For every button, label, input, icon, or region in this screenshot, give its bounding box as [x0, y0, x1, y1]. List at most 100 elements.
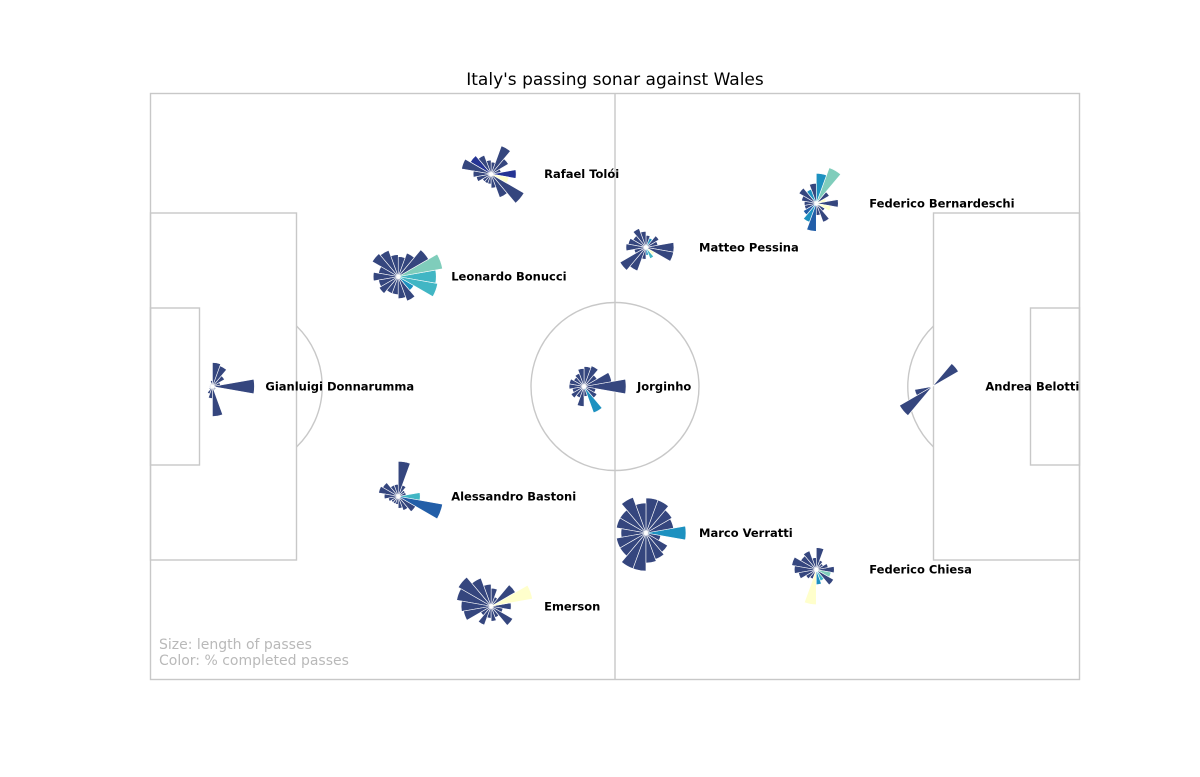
sonar-federico-bernardeschi: Federico Bernardeschi	[798, 167, 1015, 232]
player-sonars: Gianluigi Donnarumma Rafael Tolói Leonardo…	[206, 145, 1079, 626]
sonar-sector	[619, 247, 647, 271]
sonar-sector	[490, 173, 525, 204]
sonar-sector	[463, 605, 492, 621]
left-six-yard-box	[149, 307, 201, 466]
note-color: Color: % completed passes	[159, 653, 349, 669]
sonar-sector	[568, 383, 585, 390]
sonar-sector	[583, 372, 612, 387]
left-penalty-arc	[296, 325, 323, 448]
sonar-sector	[490, 605, 504, 613]
sonar-sector	[398, 249, 429, 277]
sonar-sector	[371, 253, 399, 277]
sonar-sector	[583, 366, 592, 387]
player-label: Matteo Pessina	[699, 240, 799, 254]
sonar-sector	[570, 386, 585, 399]
sonar-jorginho: Jorginho	[568, 365, 691, 414]
sonar-sector	[632, 228, 647, 248]
sonar-sector	[457, 576, 492, 607]
right-penalty-arc	[907, 325, 934, 448]
sonar-sector	[372, 271, 399, 282]
sonar-sector	[397, 252, 415, 277]
sonar-sector	[583, 378, 627, 395]
sonar-sector	[803, 569, 817, 605]
sonar-sector	[805, 569, 817, 580]
sonar-rafael-tol-i: Rafael Tolói	[461, 145, 619, 204]
sonar-sector	[490, 173, 510, 184]
sonar-sector	[397, 461, 411, 497]
player-label: Federico Bernardeschi	[869, 196, 1014, 210]
sonar-sector	[583, 386, 603, 414]
sonar-sector	[816, 569, 835, 586]
sonar-sector	[806, 203, 817, 232]
sonar-sector	[815, 173, 827, 204]
sonar-sector	[398, 496, 443, 520]
sonar-sector	[816, 167, 842, 204]
player-label: Rafael Tolói	[544, 167, 619, 181]
sonar-sector	[460, 600, 492, 612]
player-label: Alessandro Bastoni	[451, 489, 576, 503]
center-circle	[530, 301, 700, 472]
player-label: Jorginho	[636, 380, 691, 394]
sonar-sector	[932, 363, 959, 387]
sonar-sector	[645, 247, 655, 259]
sonar-sector	[616, 517, 647, 534]
sonar-sector	[793, 565, 817, 574]
player-label: Marco Verratti	[699, 526, 793, 540]
chart-title: Italy's passing sonar against Wales	[466, 70, 764, 90]
note-size: Size: length of passes	[159, 637, 312, 653]
player-label: Gianluigi Donnarumma	[265, 380, 414, 394]
sonar-sector	[397, 276, 416, 302]
sonar-marco-verratti: Marco Verratti	[616, 496, 793, 572]
sonar-sector	[398, 253, 443, 277]
sonar-sector	[212, 386, 224, 417]
sonar-sector	[212, 378, 255, 395]
sonar-sector	[383, 493, 399, 500]
sonar-sector	[574, 372, 585, 387]
sonar-sector	[621, 496, 647, 534]
sonar-sector	[583, 386, 597, 393]
player-label: Leonardo Bonucci	[451, 270, 566, 284]
sonar-sector	[645, 532, 665, 560]
sonar-sector	[477, 606, 492, 626]
sonar-sector	[378, 276, 399, 294]
sonar-sector	[456, 588, 492, 607]
sonar-sector	[801, 195, 817, 204]
sonar-sector	[583, 365, 599, 387]
pitch	[149, 92, 1081, 681]
sonar-leonardo-bonucci: Leonardo Bonucci	[371, 249, 567, 302]
sonar-emerson: Emerson	[456, 576, 600, 626]
sonar-sector	[491, 169, 517, 179]
sonar-sector	[398, 276, 438, 298]
sonar-federico-chiesa: Federico Chiesa	[791, 547, 972, 605]
sonar-alessandro-bastoni: Alessandro Bastoni	[378, 461, 576, 520]
sonar-sector	[378, 485, 399, 497]
sonar-sector	[645, 532, 662, 541]
sonar-sector	[791, 556, 817, 570]
sonar-sector	[490, 584, 533, 607]
sonar-sector	[645, 525, 687, 541]
sonar-gianluigi-donnarumma: Gianluigi Donnarumma	[206, 362, 414, 417]
sonar-sector	[461, 158, 492, 175]
player-label: Andrea Belotti	[985, 380, 1079, 394]
sonar-sector	[816, 569, 832, 578]
sonar-sector	[629, 247, 647, 272]
sonar-sector	[490, 605, 514, 626]
sonar-sector	[641, 247, 647, 260]
sonar-sector	[490, 584, 516, 607]
sonar-sector	[625, 243, 647, 252]
sonar-sector	[645, 532, 669, 553]
sonar-matteo-pessina: Matteo Pessina	[619, 228, 799, 272]
sonar-sector	[816, 199, 839, 208]
sonar-sector	[803, 550, 817, 570]
sonar-sector	[816, 566, 835, 574]
player-label: Emerson	[544, 599, 600, 613]
sonar-andrea-belotti: Andrea Belotti	[899, 363, 1079, 417]
sonar-sector	[632, 532, 647, 572]
sonar-sector	[490, 145, 511, 175]
player-label: Federico Chiesa	[869, 563, 972, 577]
sonar-sector	[645, 235, 660, 248]
right-six-yard-box	[1029, 307, 1081, 466]
sonar-sector	[576, 386, 585, 407]
sonar-sector	[212, 362, 222, 387]
